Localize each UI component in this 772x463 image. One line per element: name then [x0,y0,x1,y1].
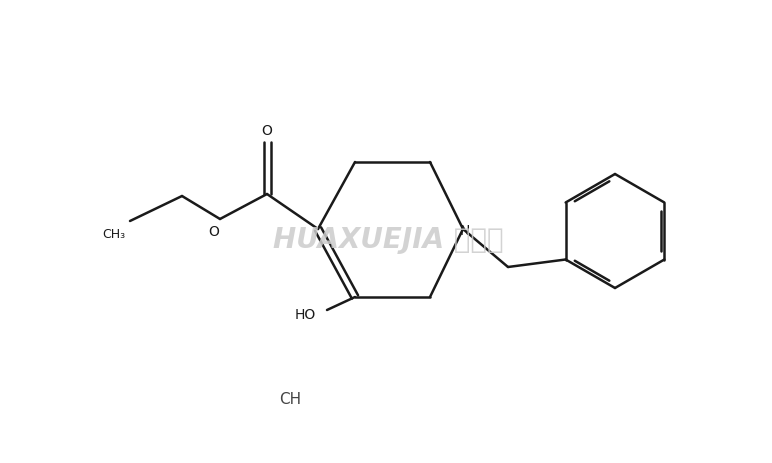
Text: HO: HO [294,307,316,321]
Text: CH₃: CH₃ [103,228,126,241]
Text: N: N [460,224,470,238]
Text: O: O [262,124,273,138]
Text: HUAXUEJIA 化学加: HUAXUEJIA 化学加 [273,225,503,253]
Text: O: O [208,225,219,238]
Text: CH: CH [279,392,301,407]
